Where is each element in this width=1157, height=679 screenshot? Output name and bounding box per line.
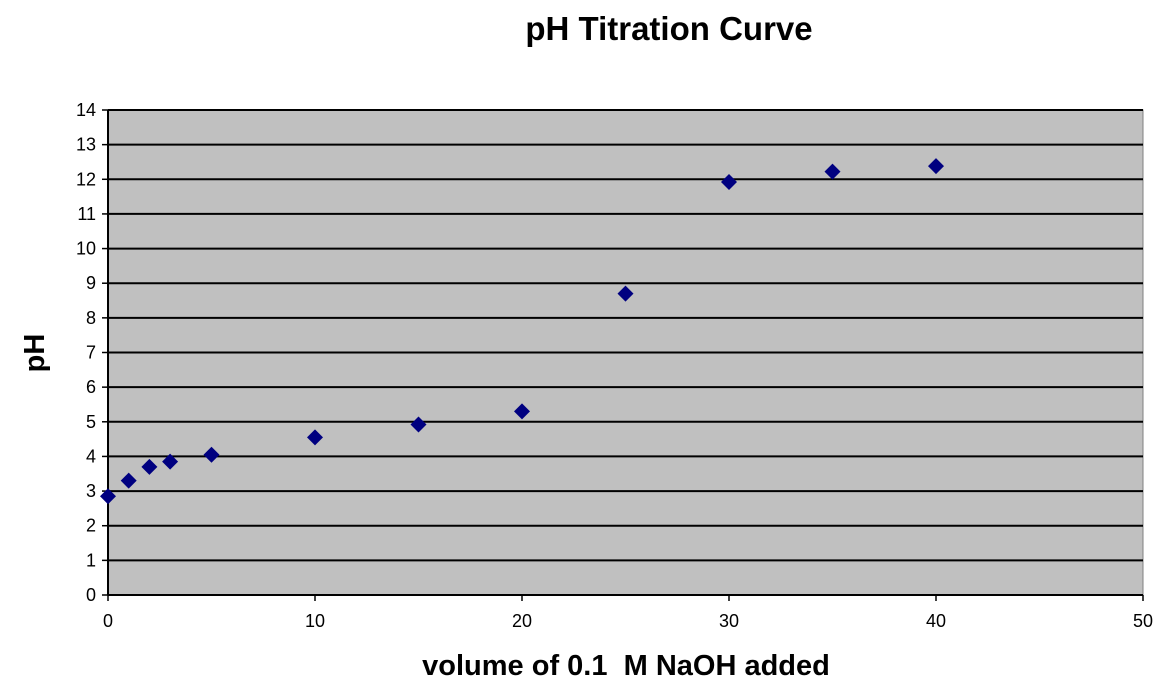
x-axis-label: volume of 0.1 M NaOH added xyxy=(422,650,830,679)
y-tick-label: 7 xyxy=(86,343,96,363)
y-tick-label: 0 xyxy=(86,585,96,605)
x-tick-label: 50 xyxy=(1133,611,1153,631)
y-tick-label: 13 xyxy=(76,135,96,155)
data-point xyxy=(141,458,158,475)
chart-title: pH Titration Curve xyxy=(525,10,812,47)
data-point xyxy=(721,174,737,191)
data-point xyxy=(203,446,220,463)
y-tick-label: 3 xyxy=(86,481,96,501)
x-tick-label: 40 xyxy=(926,611,946,631)
data-point xyxy=(162,453,179,470)
y-tick-label: 9 xyxy=(86,273,96,293)
y-tick-label: 8 xyxy=(86,308,96,328)
axes xyxy=(102,109,1144,601)
y-tick-label: 10 xyxy=(76,239,96,259)
x-tick-label: 30 xyxy=(719,611,739,631)
data-point xyxy=(307,429,323,446)
y-tick-label: 11 xyxy=(77,204,96,224)
data-point xyxy=(410,416,427,433)
y-axis-label: pH xyxy=(19,334,51,373)
gridlines xyxy=(108,109,1143,562)
data-points xyxy=(100,158,944,505)
y-tick-label: 1 xyxy=(86,550,96,570)
y-tick-label: 12 xyxy=(76,169,96,189)
y-tick-label: 6 xyxy=(86,377,96,397)
y-tick-label: 4 xyxy=(86,446,96,466)
data-point xyxy=(617,285,634,302)
data-point xyxy=(824,163,841,180)
y-tick-label: 2 xyxy=(86,516,96,536)
data-point xyxy=(514,403,530,420)
x-tick-label: 20 xyxy=(512,611,532,631)
x-tick-labels: 0 10 20 30 40 50 xyxy=(103,611,1153,631)
data-point xyxy=(100,488,116,505)
data-point xyxy=(120,472,137,489)
data-point xyxy=(928,158,944,175)
y-tick-label: 14 xyxy=(76,100,96,120)
x-tick-label: 0 xyxy=(103,611,113,631)
x-tick-label: 10 xyxy=(305,611,325,631)
y-tick-label: 5 xyxy=(86,412,96,432)
